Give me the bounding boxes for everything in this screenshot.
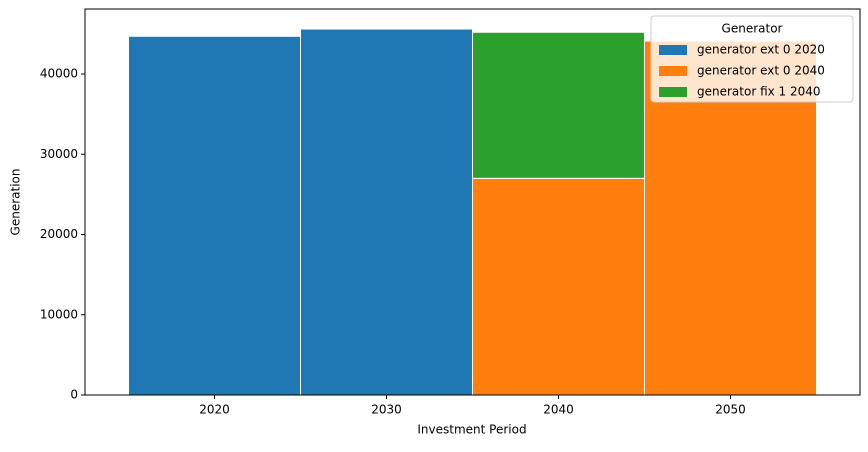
x-tick-label: 2020 — [199, 403, 230, 417]
y-tick-label: 40000 — [40, 67, 78, 81]
legend-label: generator fix 1 2040 — [697, 85, 821, 99]
x-axis-label: Investment Period — [417, 423, 526, 437]
x-tick-label: 2050 — [715, 403, 746, 417]
bar-segment — [472, 177, 645, 396]
legend-label: generator ext 0 2040 — [697, 64, 825, 78]
bar-segment — [128, 35, 301, 396]
y-tick-label: 10000 — [40, 307, 78, 321]
x-tick-label: 2040 — [543, 403, 574, 417]
legend-swatch — [659, 87, 687, 97]
plot-frame — [84, 8, 861, 396]
legend-title: Generator — [722, 22, 783, 36]
legend-swatch — [659, 66, 687, 76]
y-tick-label: 0 — [70, 388, 78, 402]
bar-segment — [472, 31, 645, 179]
bar-segment — [300, 28, 473, 396]
legend: Generator generator ext 0 2020 generator e… — [650, 15, 854, 103]
legend-swatch — [659, 45, 687, 55]
legend-label: generator ext 0 2020 — [697, 43, 825, 57]
y-tick-label: 20000 — [40, 227, 78, 241]
y-axis-label: Generation — [9, 169, 23, 236]
legend-box — [650, 15, 854, 103]
y-tick-label: 30000 — [40, 147, 78, 161]
x-tick-label: 2030 — [371, 403, 402, 417]
